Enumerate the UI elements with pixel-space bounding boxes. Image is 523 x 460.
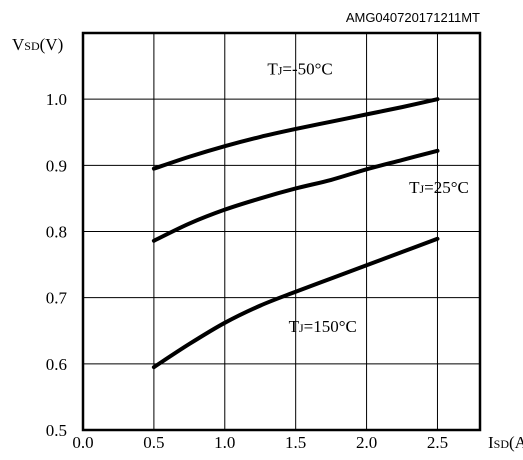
- x-tick-labels: 0.0 0.5 1.0 1.5 2.0 2.5: [72, 433, 448, 452]
- y-tick-label: 0.6: [46, 355, 67, 374]
- x-axis-title: ISD(A): [488, 433, 523, 452]
- y-tick-labels: 0.5 0.6 0.7 0.8 0.9 1.0: [46, 90, 68, 440]
- x-tick-label: 0.5: [143, 433, 164, 452]
- grid: [83, 33, 480, 430]
- plot-frame: [81, 31, 482, 432]
- y-tick-label: 1.0: [46, 90, 67, 109]
- x-tick-label: 0.0: [72, 433, 93, 452]
- series-line-1: [151, 148, 440, 243]
- series-annotation-0: TJ=-50°C: [267, 60, 332, 79]
- document-code: AMG040720171211MT: [346, 10, 480, 25]
- x-tick-label: 2.0: [356, 433, 377, 452]
- series-line-2: [151, 236, 440, 370]
- y-tick-label: 0.7: [46, 289, 68, 308]
- y-tick-label: 0.9: [46, 156, 67, 175]
- x-tick-label: 1.5: [285, 433, 306, 452]
- x-tick-label: 2.5: [427, 433, 448, 452]
- y-tick-label: 0.8: [46, 223, 67, 242]
- series-line-0: [151, 97, 440, 171]
- series-annotations: TJ=-50°C TJ=25°C TJ=150°C: [267, 60, 469, 336]
- series-annotation-1: TJ=25°C: [409, 178, 469, 197]
- series-annotation-2: TJ=150°C: [289, 317, 357, 336]
- y-axis-title: VSD(V): [12, 35, 63, 54]
- series-layer: [151, 97, 440, 370]
- x-tick-label: 1.0: [214, 433, 235, 452]
- y-tick-label: 0.5: [46, 421, 67, 440]
